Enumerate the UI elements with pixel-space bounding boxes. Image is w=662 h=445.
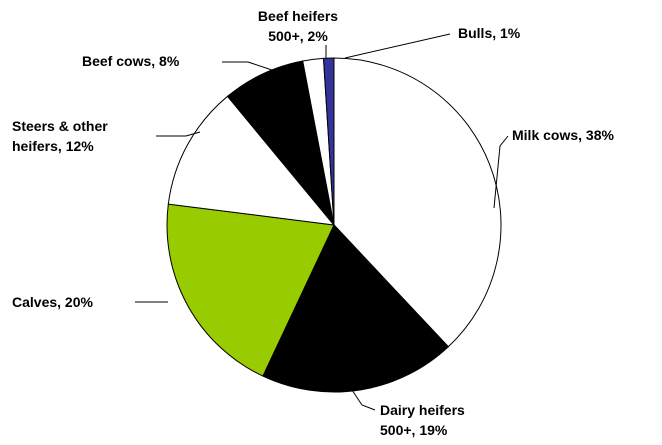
slice-label-line: Beef cows, 8% (82, 53, 180, 69)
slice-label: Dairy heifers 500+, 19% (380, 402, 465, 438)
slice-label: Calves, 20% (12, 294, 93, 310)
slice-labels: Milk cows, 38% Dairy heifers 500+, 19% Calv… (12, 8, 614, 438)
slice-label-line: Steers & other (12, 118, 108, 134)
pie-slices (166, 57, 502, 393)
slice-label: Beef cows, 8% (82, 53, 180, 69)
label-leader-line (351, 389, 376, 411)
slice-label-line: Calves, 20% (12, 294, 93, 310)
label-leader-line (222, 61, 273, 71)
label-leader-line (156, 131, 201, 137)
slice-label: Steers & other heifers, 12% (12, 118, 108, 154)
slice-label-line: Beef heifers (258, 8, 338, 24)
slice-label-line: 500+, 2% (268, 28, 328, 44)
slice-label-line: Milk cows, 38% (512, 127, 614, 143)
slice-label-line: 500+, 19% (380, 422, 448, 438)
pie-slice (166, 203, 335, 377)
label-leaders (135, 33, 509, 411)
slice-label-line: Dairy heifers (380, 402, 465, 418)
pie-slice (262, 224, 450, 393)
pie-slice (322, 57, 335, 226)
label-leader-line (493, 135, 509, 209)
label-leader-line (344, 33, 451, 59)
slice-label-line: Bulls, 1% (458, 25, 521, 41)
slice-label: Beef heifers 500+, 2% (258, 8, 338, 44)
pie-slice (333, 57, 502, 348)
pie-slice (167, 95, 336, 226)
slice-label: Bulls, 1% (458, 25, 521, 41)
slice-label-line: heifers, 12% (12, 138, 94, 154)
slice-label: Milk cows, 38% (512, 127, 614, 143)
